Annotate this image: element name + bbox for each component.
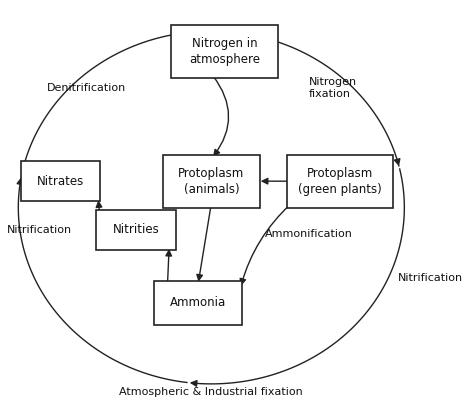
Text: Atmospheric & Industrial fixation: Atmospheric & Industrial fixation — [119, 387, 303, 397]
FancyBboxPatch shape — [287, 155, 393, 208]
Text: Nitrates: Nitrates — [37, 175, 84, 188]
Text: Nitrities: Nitrities — [112, 223, 159, 236]
Text: Ammonia: Ammonia — [170, 296, 226, 309]
FancyBboxPatch shape — [20, 161, 100, 201]
Text: Nitrogen
fixation: Nitrogen fixation — [309, 77, 357, 99]
Text: Ammonification: Ammonification — [264, 229, 353, 239]
FancyBboxPatch shape — [163, 155, 260, 208]
Text: Protoplasm
(animals): Protoplasm (animals) — [178, 167, 245, 196]
Text: Protoplasm
(green plants): Protoplasm (green plants) — [298, 167, 382, 196]
FancyBboxPatch shape — [172, 25, 278, 78]
FancyBboxPatch shape — [96, 210, 176, 250]
FancyBboxPatch shape — [154, 280, 242, 325]
Text: Denitrification: Denitrification — [47, 83, 127, 93]
Text: Nitrification: Nitrification — [398, 273, 463, 284]
Text: Nitrification: Nitrification — [7, 225, 73, 235]
Text: Nitrogen in
atmosphere: Nitrogen in atmosphere — [189, 37, 260, 66]
